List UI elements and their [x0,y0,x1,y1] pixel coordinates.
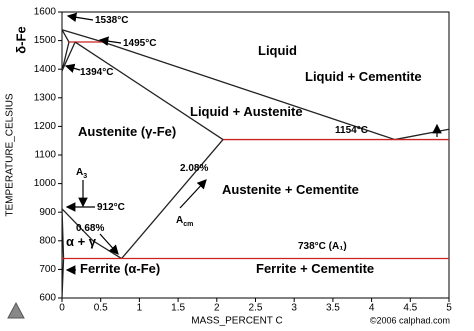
phase-boundary [61,29,70,43]
annotation-text: 1154°C [335,125,368,136]
annotation-text: 1538°C [95,15,128,26]
annotation: 1154°C [335,125,368,136]
y-tick-label: 1600 [34,7,57,18]
annotation: Ferrite + Cementite [256,261,374,276]
x-tick-label: 5 [446,303,452,314]
annotation: 1538°C [95,15,128,26]
x-tick-label: 0 [59,303,65,314]
annotation: α + γ [66,234,97,249]
x-tick-label: 3 [291,303,297,314]
annotation: Austenite + Cementite [222,182,359,197]
arrow [98,36,122,46]
annotation: Acm [176,215,193,228]
annotation: Liquid [258,43,297,58]
annotation-text: 912°C [97,202,125,213]
arrow [66,12,94,23]
x-tick-label: 3.5 [326,303,340,314]
annotation: 0.68% [76,223,104,234]
logo [7,301,25,319]
x-tick-label: 2.5 [249,303,263,314]
y-tick-label: 1500 [34,35,57,46]
annotation-text: Austenite + Cementite [222,182,359,197]
y-tick-label: 1000 [34,178,57,189]
annotation-text: 2.08% [180,163,208,174]
x-tick-label: 4 [369,303,375,314]
annotation: 738°C (A₁) [298,241,347,252]
x-tick-label: 1 [137,303,143,314]
y-axis-title: TEMPERATURE_CELSIUS [5,93,16,217]
y-tick-label: 600 [39,293,56,304]
phase-boundary [394,128,450,141]
annotation: 912°C [97,202,125,213]
arrow [179,179,207,209]
annotation: 2.08% [180,163,208,174]
x-tick-label: 4.5 [403,303,417,314]
phase-boundary [74,41,224,141]
y-tick-label: 700 [39,264,56,275]
plot-frame [61,11,450,299]
annotation-subscript: cm [183,221,193,228]
annotation-text: Ferrite + Cementite [256,261,374,276]
annotation-text: Liquid [258,43,297,58]
annotation: 1394°C [80,67,113,78]
annotation: Austenite (γ-Fe) [78,124,176,139]
phase-boundary [61,41,70,72]
annotation-text: 738°C (A₁) [298,241,347,252]
phase-boundary [121,139,224,259]
annotation-text: Liquid + Cementite [305,69,422,84]
annotation-text: Austenite (γ-Fe) [78,124,176,139]
annotation-text: A [76,167,83,178]
phase-boundary [61,41,76,72]
credit: ©2006 calphad.com [370,315,450,325]
x-tick-label: 1.5 [171,303,185,314]
annotation: Ferrite (α-Fe) [80,261,160,276]
x-tick-label: 0.5 [94,303,108,314]
arrow [64,63,81,73]
annotation: 1495°C [123,38,156,49]
arrow [99,233,119,255]
y-tick-label: 1300 [34,92,57,103]
y-tick-label: 1200 [34,121,57,132]
y-tick-label: 900 [39,207,56,218]
annotation-text: A [176,215,183,226]
y-tick-label: 800 [39,235,56,246]
annotation: A3 [76,167,87,180]
phase-boundary [61,29,396,141]
annotation-subscript: 3 [83,173,87,180]
x-tick-label: 2 [214,303,220,314]
annotation-text: 1394°C [80,67,113,78]
annotation-text: 1495°C [123,38,156,49]
delta-fe-label: δ-Fe [13,26,28,53]
y-tick-label: 1400 [34,64,57,75]
annotation-text: Liquid + Austenite [190,104,303,119]
annotation-text: Ferrite (α-Fe) [80,261,160,276]
x-axis-title: MASS_PERCENT C [191,316,283,327]
annotation-text: α + γ [66,234,97,249]
annotation: Liquid + Cementite [305,69,422,84]
annotation-text: 0.68% [76,223,104,234]
annotation: Liquid + Austenite [190,104,303,119]
y-tick-label: 1100 [34,150,56,161]
